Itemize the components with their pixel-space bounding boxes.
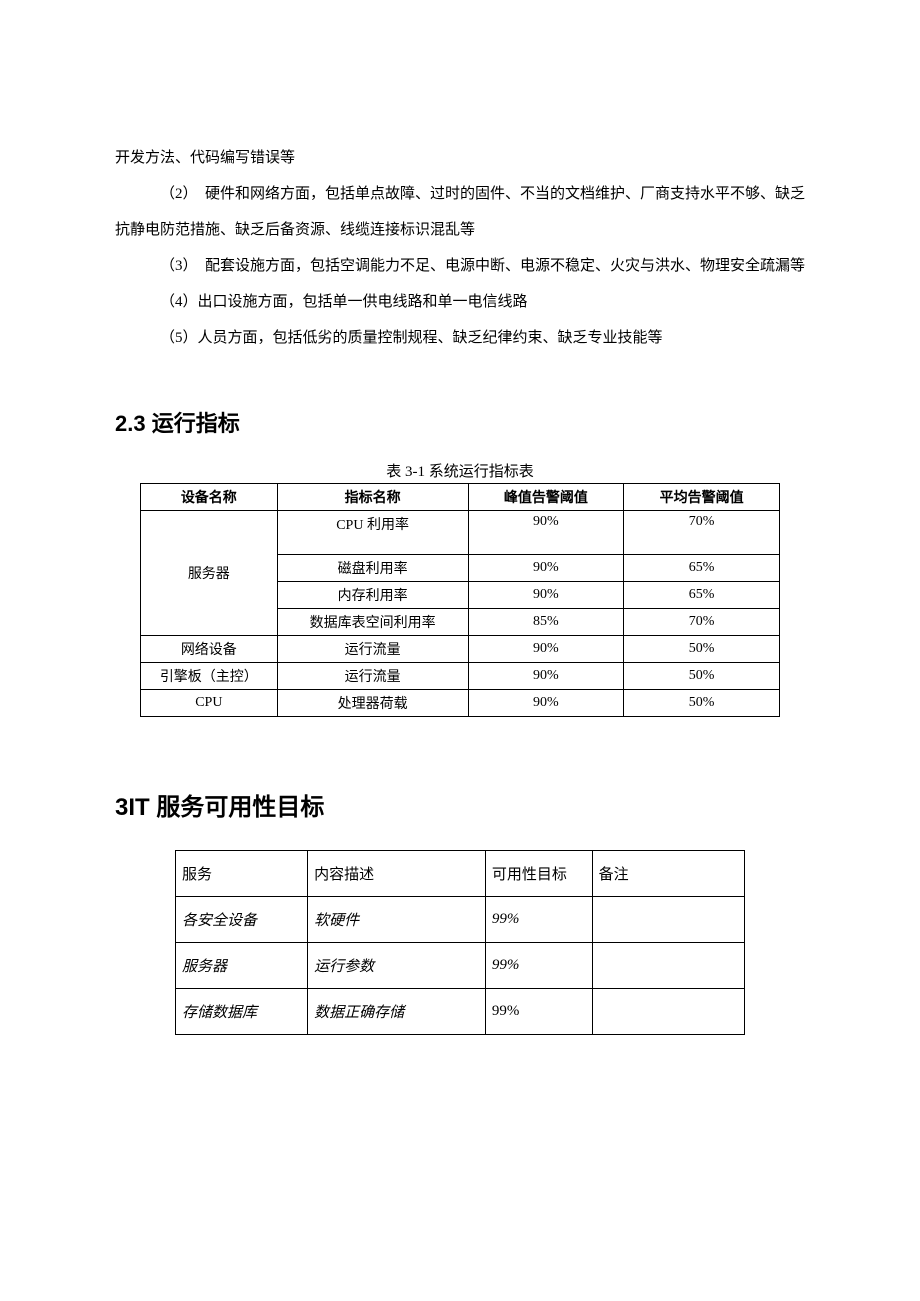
paragraph-5: （5）人员方面，包括低劣的质量控制规程、缺乏纪律约束、缺乏专业技能等 bbox=[115, 320, 805, 356]
col-metric: 指标名称 bbox=[277, 484, 468, 511]
col-device: 设备名称 bbox=[141, 484, 278, 511]
cell-metric: 磁盘利用率 bbox=[277, 555, 468, 582]
paragraph-2: （2） 硬件和网络方面，包括单点故障、过时的固件、不当的文档维护、厂商支持水平不… bbox=[115, 176, 805, 248]
cell-avg: 50% bbox=[624, 636, 780, 663]
metrics-table: 设备名称 指标名称 峰值告警阈值 平均告警阈值 服务器 CPU 利用率 90% … bbox=[140, 483, 780, 717]
table-row: 服务器 运行参数 99% bbox=[176, 943, 745, 989]
table-row: 服务器 CPU 利用率 90% 70% bbox=[141, 511, 780, 555]
cell-metric: 运行流量 bbox=[277, 636, 468, 663]
cell-metric: 数据库表空间利用率 bbox=[277, 609, 468, 636]
cell-avg: 65% bbox=[624, 582, 780, 609]
table-row: 引擎板（主控） 运行流量 90% 50% bbox=[141, 663, 780, 690]
cell-device: CPU bbox=[141, 690, 278, 717]
cell-peak: 85% bbox=[468, 609, 624, 636]
availability-table: 服务 内容描述 可用性目标 备注 各安全设备 软硬件 99% 服务器 运行参数 … bbox=[175, 850, 745, 1035]
cell-peak: 90% bbox=[468, 582, 624, 609]
cell-metric: 处理器荷载 bbox=[277, 690, 468, 717]
col-note: 备注 bbox=[592, 851, 744, 897]
cell-avg: 70% bbox=[624, 609, 780, 636]
cell-metric: CPU 利用率 bbox=[277, 511, 468, 555]
table-row: 各安全设备 软硬件 99% bbox=[176, 897, 745, 943]
table-row: 存储数据库 数据正确存储 99% bbox=[176, 989, 745, 1035]
cell-target: 99% bbox=[485, 897, 592, 943]
cell-avg: 50% bbox=[624, 663, 780, 690]
cell-desc: 运行参数 bbox=[308, 943, 486, 989]
table-header-row: 服务 内容描述 可用性目标 备注 bbox=[176, 851, 745, 897]
section-2-3-heading: 2.3 运行指标 bbox=[115, 406, 805, 438]
cell-metric: 运行流量 bbox=[277, 663, 468, 690]
cell-target: 99% bbox=[485, 943, 592, 989]
paragraph-3: （3） 配套设施方面，包括空调能力不足、电源中断、电源不稳定、火灾与洪水、物理安… bbox=[115, 248, 805, 284]
cell-device: 服务器 bbox=[141, 511, 278, 636]
col-desc: 内容描述 bbox=[308, 851, 486, 897]
table-row: CPU 处理器荷载 90% 50% bbox=[141, 690, 780, 717]
section-3-heading: 3IT 服务可用性目标 bbox=[115, 787, 805, 822]
cell-peak: 90% bbox=[468, 663, 624, 690]
paragraph-4: （4）出口设施方面，包括单一供电线路和单一电信线路 bbox=[115, 284, 805, 320]
col-peak: 峰值告警阈值 bbox=[468, 484, 624, 511]
cell-desc: 数据正确存储 bbox=[308, 989, 486, 1035]
cell-avg: 70% bbox=[624, 511, 780, 555]
cell-target: 99% bbox=[485, 989, 592, 1035]
cell-note bbox=[592, 989, 744, 1035]
cell-note bbox=[592, 943, 744, 989]
col-service: 服务 bbox=[176, 851, 308, 897]
col-avg: 平均告警阈值 bbox=[624, 484, 780, 511]
cell-peak: 90% bbox=[468, 690, 624, 717]
cell-metric: 内存利用率 bbox=[277, 582, 468, 609]
cell-avg: 50% bbox=[624, 690, 780, 717]
cell-device: 引擎板（主控） bbox=[141, 663, 278, 690]
table-3-1-caption: 表 3-1 系统运行指标表 bbox=[115, 460, 805, 481]
cell-note bbox=[592, 897, 744, 943]
table-row: 网络设备 运行流量 90% 50% bbox=[141, 636, 780, 663]
cell-service: 服务器 bbox=[176, 943, 308, 989]
cell-service: 各安全设备 bbox=[176, 897, 308, 943]
cell-peak: 90% bbox=[468, 511, 624, 555]
col-target: 可用性目标 bbox=[485, 851, 592, 897]
cell-peak: 90% bbox=[468, 636, 624, 663]
cell-device: 网络设备 bbox=[141, 636, 278, 663]
table-header-row: 设备名称 指标名称 峰值告警阈值 平均告警阈值 bbox=[141, 484, 780, 511]
cell-peak: 90% bbox=[468, 555, 624, 582]
cell-avg: 65% bbox=[624, 555, 780, 582]
cell-service: 存储数据库 bbox=[176, 989, 308, 1035]
cell-desc: 软硬件 bbox=[308, 897, 486, 943]
paragraph-1: 开发方法、代码编写错误等 bbox=[115, 140, 805, 176]
